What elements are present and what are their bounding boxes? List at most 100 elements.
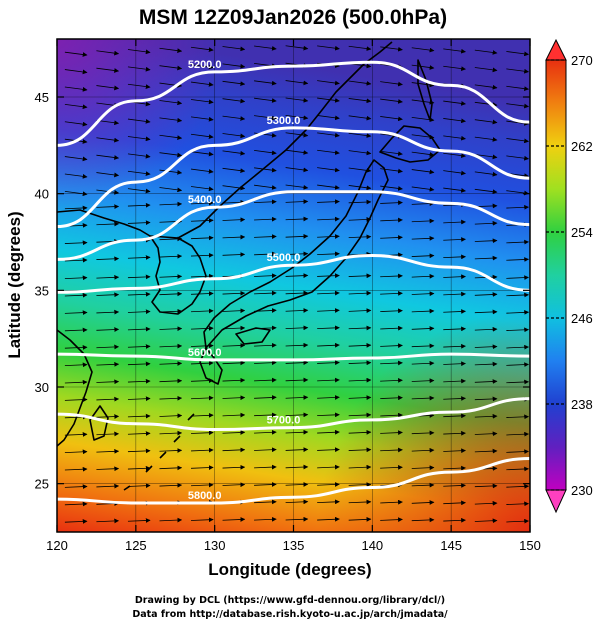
streamline-arrow [317,251,340,257]
x-tick-label-145: 145 [440,538,462,553]
x-tick-label-140: 140 [361,538,383,553]
streamline-arrow [254,377,277,383]
streamline-arrow [254,482,277,487]
streamline-arrow [506,431,530,437]
streamline-arrow [506,414,530,420]
streamline-arrow [443,343,466,349]
contour-label-5800.0: 5800.0 [188,490,222,502]
credit-dcl: Drawing by DCL (https://www.gfd-dennou.o… [135,595,445,606]
streamline-arrow [380,200,403,206]
streamline-arrow [317,342,340,348]
streamline-arrow [411,378,435,384]
streamline-arrow [127,255,151,260]
streamline-arrow [96,309,120,315]
streamline-arrow [285,342,309,348]
streamline-arrow [222,412,246,418]
streamline-arrow [285,290,309,296]
streamline-arrow [411,218,435,224]
streamline-arrow [127,274,151,280]
streamline-arrow [348,45,372,51]
streamline-arrow [159,117,183,123]
streamline-arrow [411,47,435,53]
streamline-arrow [285,149,309,155]
streamline-arrow [190,447,214,453]
streamline-arrow [127,291,151,297]
streamline-arrow [222,217,246,223]
streamline-arrow [317,80,340,86]
streamline-arrow [474,518,498,524]
streamline-arrow [64,362,88,368]
streamline-arrow [348,325,372,331]
streamline-arrow [506,138,530,144]
streamline-arrow [64,86,88,92]
coast-japan-honshu [203,159,389,349]
streamline-arrow [474,396,498,402]
streamline-arrow [443,170,466,176]
streamline-arrow [285,360,309,366]
streamline-arrow [411,395,435,401]
streamline-arrow [474,483,498,489]
streamline-arrow [190,116,214,122]
streamline-arrow [506,68,530,74]
streamline-arrow [159,465,183,471]
y-tick-label-30: 30 [35,380,49,395]
streamline-arrow [411,326,435,331]
streamline-arrow [474,67,498,73]
streamline-arrow [64,51,88,57]
streamline-arrow [222,115,246,121]
map-title: MSM 12Z09Jan2026 (500.0hPa) [139,6,447,29]
streamline-arrow [254,499,277,505]
streamline-arrow [222,464,246,470]
streamline-arrow [127,170,151,176]
streamline-arrow [474,119,498,125]
streamline-arrow [348,98,372,104]
streamline-arrow [222,150,246,156]
streamline-arrow [474,84,498,90]
streamline-arrow [96,274,120,280]
streamline-arrow [506,51,530,57]
streamline-arrow [96,154,120,160]
colorbar-tick-label-254: 254 [571,225,593,240]
streamline-arrow [254,150,277,156]
streamline-arrow [411,235,435,241]
streamline-arrow [506,362,530,367]
streamline-arrow [285,377,309,383]
streamline-arrow [506,327,530,333]
streamline-arrow [190,151,214,157]
streamline-arrow [254,412,277,418]
streamline-arrow [64,275,88,281]
streamline-arrow [96,67,120,73]
streamline-arrow [127,378,151,384]
streamline-arrow [159,413,183,419]
streamline-arrow [64,121,88,127]
streamline-arrow [254,199,277,205]
colorbar-scale [545,59,567,491]
streamline-arrow [317,395,340,400]
streamline-arrow [190,64,214,70]
streamline-arrow [474,220,498,226]
streamline-arrow [411,343,435,349]
streamline-arrow [474,500,498,506]
streamline-arrow [96,221,120,227]
streamline-arrow [380,395,403,401]
contour-labels: 5200.0 5300.0 5400.0 5500.0 5600.0 5700.0 5800… [188,59,300,502]
contour-label-5200.0: 5200.0 [188,59,222,71]
streamline-arrow [64,257,88,263]
streamline-arrow [317,464,340,470]
streamline-arrow [159,134,183,141]
streamline-arrow [64,205,88,211]
streamline-arrow [506,518,530,524]
x-axis-ticks: 120 125 130 135 140 145 150 [46,39,541,553]
streamline-arrow [348,377,372,383]
streamline-arrow [506,379,530,385]
streamline-arrow [474,154,498,160]
streamline-arrow [96,518,120,524]
streamline-arrow [159,187,183,193]
streamline-arrow [127,448,151,454]
streamline-arrow [127,220,151,226]
streamline-arrow [96,483,120,489]
streamline-arrow [348,290,372,296]
streamline-arrow [190,395,214,401]
streamline-arrow [443,430,466,436]
